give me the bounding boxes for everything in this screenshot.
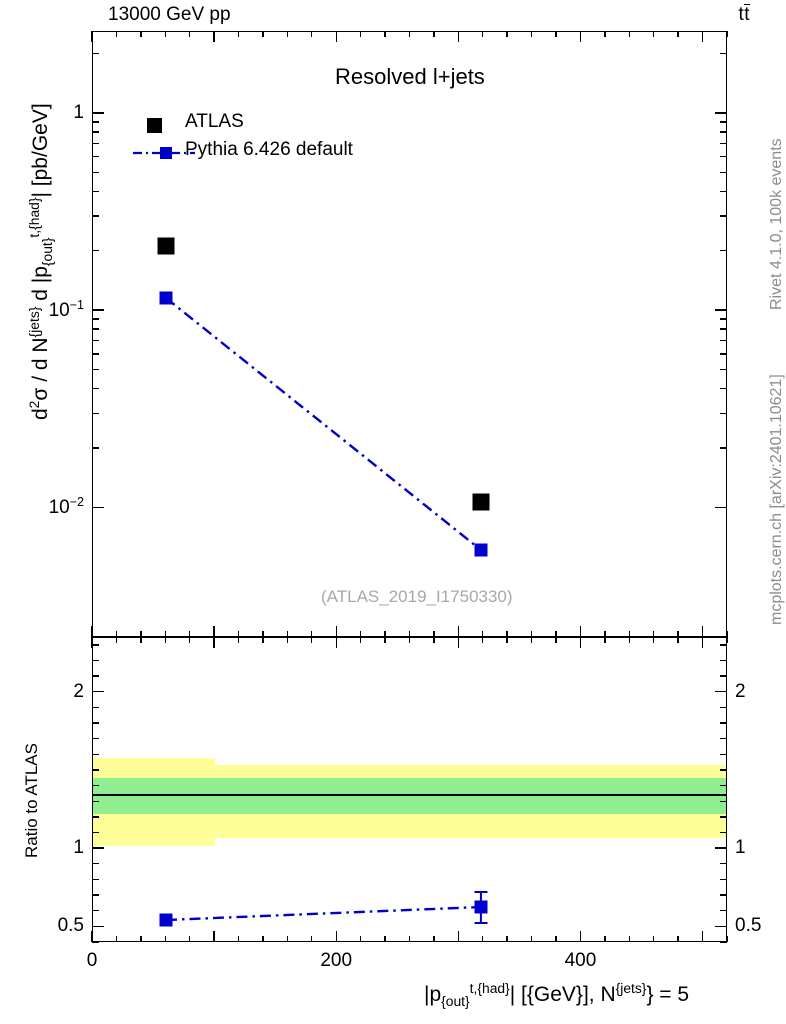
xaxis-title: |p{out}t,{had}| [{GeV}], N{jets}} = 5	[424, 980, 689, 1009]
process-tbar: t	[743, 4, 750, 25]
ylabel-p4: | [pb/GeV]	[29, 103, 52, 198]
ratio-errorbar-2-cap-bottom	[474, 922, 488, 925]
ytick-label-main: 1	[73, 101, 84, 123]
legend-line-icon	[133, 151, 195, 155]
process-t: t	[738, 4, 744, 25]
ratio-band-inner-bin1	[93, 778, 215, 814]
ytick-label-ratio: 0.5	[57, 915, 84, 937]
xtitle-thad: t,{had}	[469, 980, 510, 996]
ratio-errorbar-2-cap-top	[474, 891, 488, 894]
xtick-label: 0	[86, 950, 98, 971]
ratio-ylabel-container: Ratio to ATLAS	[22, 640, 50, 940]
xtitle-njets: {jets}	[615, 980, 647, 996]
data-point-atlas-1	[157, 237, 175, 255]
xtitle-p3: } = 5	[646, 983, 690, 1006]
main-plot-area: Resolved l+jets (ATLAS_2019_I1750330) AT…	[93, 32, 726, 636]
rivet-version-label: Rivet 4.1.0, 100k events	[768, 138, 785, 310]
ytick-label-ratio-right: 2	[735, 680, 746, 702]
beam-energy-label: 13000 GeV pp	[108, 4, 231, 25]
data-point-pythia-2	[474, 543, 488, 557]
ylabel-p2: σ / d N	[29, 337, 52, 401]
ylabel-out: {out}	[39, 237, 56, 267]
xtick-label: 400	[564, 950, 597, 971]
analysis-watermark: (ATLAS_2019_I1750330)	[321, 587, 513, 606]
ytick-label-ratio: 2	[73, 680, 84, 702]
legend-label-pythia: Pythia 6.426 default	[185, 139, 353, 160]
ylabel-p1: d	[29, 408, 52, 420]
xtick-label: 200	[320, 950, 353, 971]
legend-marker-square-icon	[147, 118, 162, 133]
ylabel-thad: t,{had}	[26, 197, 42, 238]
main-ylabel-container: d2σ / d N{jets} d |p{out}t,{had}| [pb/Ge…	[0, 0, 55, 620]
ytick-label-main: 10−1	[48, 297, 84, 322]
plot-title: Resolved l+jets	[335, 64, 485, 89]
xtitle-p1: |p	[424, 983, 442, 1006]
ratio-ylabel: Ratio to ATLAS	[22, 743, 41, 858]
main-plot-panel: Resolved l+jets (ATLAS_2019_I1750330) AT…	[92, 31, 727, 637]
mc-curve	[165, 297, 482, 551]
xtitle-out: {out}	[441, 993, 470, 1010]
main-ylabel: d2σ / d N{jets} d |p{out}t,{had}| [pb/Ge…	[26, 0, 56, 420]
ratio-unity-line	[93, 794, 726, 796]
ylabel-njets: {jets}	[26, 306, 42, 338]
ytick-label-ratio: 1	[73, 837, 84, 859]
ylabel-p3: d |p	[29, 266, 52, 307]
ylabel-sup2: 2	[26, 400, 42, 409]
ratio-point-pythia-1	[159, 913, 173, 927]
ratio-point-pythia-2	[474, 900, 488, 914]
ratio-plot-area	[93, 638, 726, 941]
data-point-atlas-2	[472, 493, 490, 511]
mcplots-source-label: mcplots.cern.ch [arXiv:2401.10621]	[768, 374, 785, 625]
ytick-label-main: 10−2	[48, 495, 84, 519]
ytick-label-ratio-right: 0.5	[735, 915, 762, 937]
legend-label-atlas: ATLAS	[185, 111, 244, 132]
xtitle-p2: | [{GeV}], N	[509, 983, 616, 1006]
ytick-label-ratio-right: 1	[735, 837, 746, 859]
legend-marker-square-blue-icon	[160, 147, 172, 159]
data-point-pythia-1	[159, 291, 173, 305]
process-label: tt	[738, 4, 750, 26]
ratio-plot-panel	[92, 637, 727, 942]
ratio-band-inner-bin2	[215, 778, 726, 814]
ratio-mc-curve	[165, 905, 482, 922]
